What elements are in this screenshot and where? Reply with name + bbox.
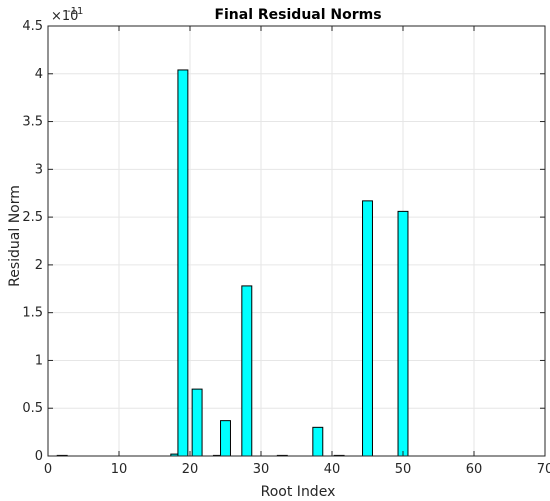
bar-root-19 [177,69,189,457]
y-tick-label: 2.5 [22,210,43,225]
y-multiplier-base: ×10 [51,9,78,24]
x-tick-label: 50 [395,462,412,477]
y-tick-label: 1 [35,353,43,368]
y-tick-label: 0 [35,449,43,464]
bar-root-50 [397,210,409,457]
x-tick-label: 20 [182,462,199,477]
bar-root-28 [241,285,253,457]
x-tick-label: 10 [111,462,128,477]
bar-root-21 [191,388,203,457]
x-tick-label: 30 [253,462,270,477]
y-tick-label: 4 [35,67,43,82]
chart-title: Final Residual Norms [214,7,381,23]
bar-root-38 [312,426,324,457]
x-tick-label: 60 [466,462,483,477]
y-tick-label: 3.5 [22,115,43,130]
axes-background [48,26,545,456]
bar-root-45 [362,200,373,457]
x-tick-label: 0 [44,462,52,477]
y-tick-label: 4.5 [22,19,43,34]
y-axis-label: Residual Norm [7,185,23,287]
axes-frame [47,25,546,457]
y-tick-label: 2 [35,258,43,273]
bar-root-25 [220,420,231,457]
y-tick-label: 0.5 [22,401,43,416]
x-tick-label: 70 [537,462,550,477]
y-tick-label: 1.5 [22,306,43,321]
y-tick-label: 3 [35,162,43,177]
plot-area: 0 10 20 30 40 50 60 70 0 0.5 1 1.5 2 2.5 3 3.5 4 4.5 [22,19,550,477]
y-axis-multiplier: ×10 -11 [51,6,83,24]
x-axis-label: Root Index [261,484,336,500]
ticks: 0 10 20 30 40 50 60 70 0 0.5 1 1.5 2 2.5 3 3.5 4 4.5 [22,19,550,477]
x-tick-label: 40 [324,462,341,477]
y-multiplier-exponent: -11 [67,6,83,17]
